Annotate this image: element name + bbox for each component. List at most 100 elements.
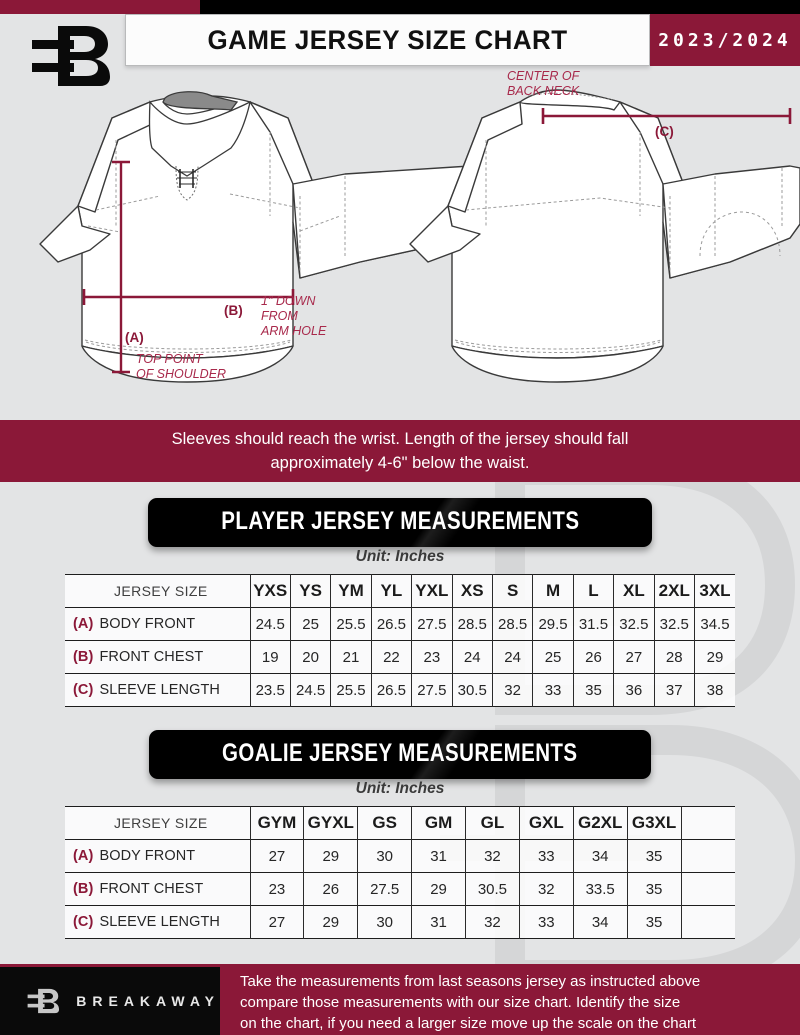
player-col-2: YM (330, 574, 372, 608)
cell: 23 (249, 872, 305, 906)
label-b-line2: FROM (261, 309, 298, 323)
footer-line-2: compare those measurements with our size… (240, 993, 681, 1011)
cell: 31 (411, 905, 466, 939)
cell: 34 (572, 905, 628, 939)
back-measure-guides (541, 108, 792, 124)
front-jersey-stitching (84, 132, 346, 353)
cell: 30.5 (465, 872, 520, 906)
goalie-row-header-label: JERSEY SIZE (65, 806, 251, 840)
cell: 35 (572, 673, 615, 707)
cell: 23.5 (249, 673, 291, 707)
cell: 27 (613, 640, 655, 674)
player-unit-label: Unit: Inches (355, 548, 445, 565)
goalie-col-2: GS (357, 806, 413, 840)
player-measurements-table: JERSEY SIZE YXS YS YM YL YXL XS S M L XL… (65, 574, 735, 707)
row-name-b: FRONT CHEST (99, 881, 204, 897)
cell: 25 (289, 607, 332, 641)
cell: 26 (303, 872, 359, 906)
table-row: (B) FRONT CHEST 19 20 21 22 23 24 24 25 … (65, 640, 735, 674)
cell: 24 (451, 640, 493, 674)
goalie-col-1: GYXL (303, 806, 359, 840)
label-a-line1: TOP POINT (136, 352, 204, 366)
goalie-unit-label: Unit: Inches (355, 780, 445, 797)
cell: 20 (289, 640, 332, 674)
season-label: 2023/2024 (658, 29, 792, 51)
cell: 19 (249, 640, 291, 674)
cell: 34 (572, 839, 628, 873)
cell: 26 (572, 640, 615, 674)
goalie-col-5: GXL (518, 806, 574, 840)
player-row-label-c: (C) SLEEVE LENGTH (65, 673, 251, 707)
top-strip-maroon (0, 0, 200, 14)
cell: 33 (518, 839, 574, 873)
player-col-3: YL (370, 574, 413, 608)
footer-line-1: Take the measurements from last seasons … (240, 972, 701, 990)
label-b-line1: 1" DOWN (261, 294, 316, 308)
goalie-col-8-empty (680, 806, 735, 840)
collar-lace-detail (175, 165, 199, 201)
row-tag-c: (C) (73, 914, 94, 930)
table-row: (A) BODY FRONT 24.5 25 25.5 26.5 27.5 28… (65, 607, 735, 641)
note-line-2: approximately 4-6" below the waist. (270, 454, 530, 472)
cell: 22 (370, 640, 413, 674)
cell: 29.5 (532, 607, 574, 641)
breakaway-b-logo-footer-icon (27, 988, 60, 1014)
page-title: GAME JERSEY SIZE CHART (207, 24, 568, 55)
breakaway-b-logo-icon (32, 26, 110, 86)
goalie-measurements-table: JERSEY SIZE GYM GYXL GS GM GL GXL G2XL G… (65, 806, 735, 939)
back-jersey-drawing (409, 89, 800, 383)
player-col-10: 2XL (653, 574, 695, 608)
table-header-row: JERSEY SIZE YXS YS YM YL YXL XS S M L XL… (65, 574, 735, 608)
footer-brand: BREAKAWAY (0, 967, 220, 1035)
goalie-col-4: GL (465, 806, 520, 840)
goalie-section-title-wrap: GOALIE JERSEY MEASUREMENTS (0, 730, 800, 779)
row-tag-b: (B) (73, 649, 94, 665)
row-tag-a: (A) (73, 848, 94, 864)
cell: 24 (491, 640, 534, 674)
player-measurements-table-wrap: JERSEY SIZE YXS YS YM YL YXL XS S M L XL… (65, 574, 735, 707)
cell: 31 (411, 839, 466, 873)
player-col-11: 3XL (693, 574, 735, 608)
cell: 33 (532, 673, 574, 707)
cell: 30 (357, 905, 413, 939)
footer-line-3: on the chart, if you need a larger size … (240, 1014, 697, 1032)
season-badge: 2023/2024 (650, 14, 800, 66)
label-a-tag: (A) (125, 330, 144, 345)
goalie-row-label-c: (C) SLEEVE LENGTH (65, 905, 251, 939)
goalie-row-label-a: (A) BODY FRONT (65, 839, 251, 873)
player-col-9: XL (613, 574, 655, 608)
jersey-illustration: (A) TOP POINT OF SHOULDER (B) 1" DOWN FR… (39, 69, 800, 383)
cell: 27.5 (411, 673, 453, 707)
cell: 28.5 (491, 607, 534, 641)
cell: 30 (357, 839, 413, 873)
cell: 33 (518, 905, 574, 939)
player-row-header-label: JERSEY SIZE (65, 574, 251, 608)
cell-empty (680, 872, 735, 906)
footer-instructions: Take the measurements from last seasons … (220, 967, 800, 1035)
cell: 32 (518, 872, 574, 906)
label-b-tag: (B) (224, 303, 243, 318)
cell: 27.5 (357, 872, 413, 906)
cell: 26.5 (370, 673, 413, 707)
cell: 35 (626, 905, 682, 939)
row-tag-c: (C) (73, 682, 94, 698)
note-banner: Sleeves should reach the wrist. Length o… (0, 420, 800, 482)
footer-top-rule (0, 964, 800, 967)
cell: 27.5 (411, 607, 453, 641)
cell: 30.5 (451, 673, 493, 707)
cell: 21 (330, 640, 372, 674)
row-tag-b: (B) (73, 881, 94, 897)
cell: 24.5 (249, 607, 291, 641)
row-tag-a: (A) (73, 616, 94, 632)
goalie-col-7: G3XL (626, 806, 682, 840)
player-section-title: PLAYER JERSEY MEASUREMENTS (220, 507, 580, 535)
label-a-line2: OF SHOULDER (136, 367, 226, 381)
table-row: (C) SLEEVE LENGTH 27 29 30 31 32 33 34 3… (65, 905, 735, 939)
cell: 34.5 (693, 607, 735, 641)
cell: 24.5 (289, 673, 332, 707)
cell: 31.5 (572, 607, 615, 641)
row-name-a: BODY FRONT (99, 848, 196, 864)
cell: 28 (653, 640, 695, 674)
cell: 33.5 (572, 872, 628, 906)
